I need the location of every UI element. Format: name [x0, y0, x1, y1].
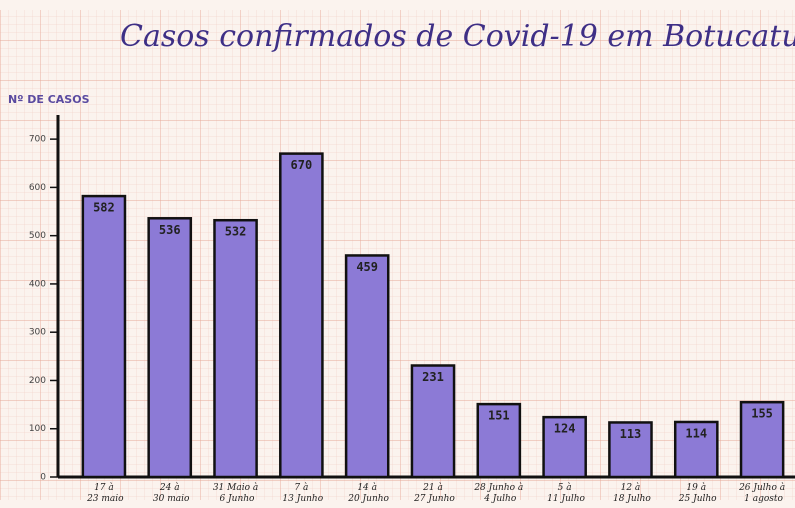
- chart-title: Casos confirmados de Covid-19 em Botucat…: [120, 19, 795, 54]
- x-tick-label: 24 à 30 maio: [150, 482, 190, 504]
- value-label: 536: [159, 223, 181, 237]
- value-label: 670: [291, 158, 313, 172]
- bar: [147, 217, 193, 479]
- x-tick-label: 7 à 13 Junho: [280, 482, 324, 504]
- x-tick-label: 17 à 23 maio: [84, 482, 124, 504]
- x-tick-label: 21 à 27 Junho: [411, 482, 455, 504]
- value-label: 231: [422, 370, 444, 384]
- y-axis-label: Nº DE CASOS: [8, 93, 90, 106]
- x-tick-label: 14 à 20 Junho: [345, 482, 389, 504]
- y-tick-label: 100: [29, 424, 46, 434]
- value-label: 155: [751, 407, 773, 421]
- bar: [81, 194, 127, 479]
- value-label: 459: [356, 260, 378, 274]
- x-tick-label: 5 à 11 Julho: [544, 482, 585, 504]
- bar: [739, 400, 785, 479]
- y-tick-label: 500: [29, 231, 46, 241]
- y-tick-label: 200: [29, 376, 46, 386]
- bar: [476, 402, 522, 479]
- value-label: 124: [554, 422, 576, 436]
- bar: [279, 152, 324, 479]
- x-tick-label: 26 Julho à 1 agosto: [738, 482, 785, 504]
- y-tick-label: 0: [40, 473, 46, 483]
- bar: [213, 218, 258, 479]
- graph-paper: [0, 10, 795, 500]
- x-tick-label: 31 Maio à 6 Junho: [213, 482, 258, 504]
- value-label: 113: [620, 427, 642, 441]
- bar: [608, 421, 653, 479]
- y-tick-label: 400: [29, 279, 46, 289]
- y-tick-label: 300: [29, 328, 46, 338]
- x-tick-label: 28 Junho à 4 Julho: [473, 482, 523, 504]
- bar: [673, 420, 719, 479]
- bar: [410, 364, 456, 479]
- y-tick-label: 700: [29, 135, 46, 145]
- value-label: 582: [93, 201, 115, 215]
- bar: [344, 254, 390, 479]
- x-tick-label: 12 à 18 Julho: [610, 482, 651, 504]
- value-label: 114: [685, 426, 707, 440]
- value-label: 151: [488, 409, 510, 423]
- value-label: 532: [225, 225, 247, 239]
- x-tick-label: 19 à 25 Julho: [676, 482, 717, 504]
- y-tick-label: 600: [29, 183, 46, 193]
- bar: [542, 415, 587, 479]
